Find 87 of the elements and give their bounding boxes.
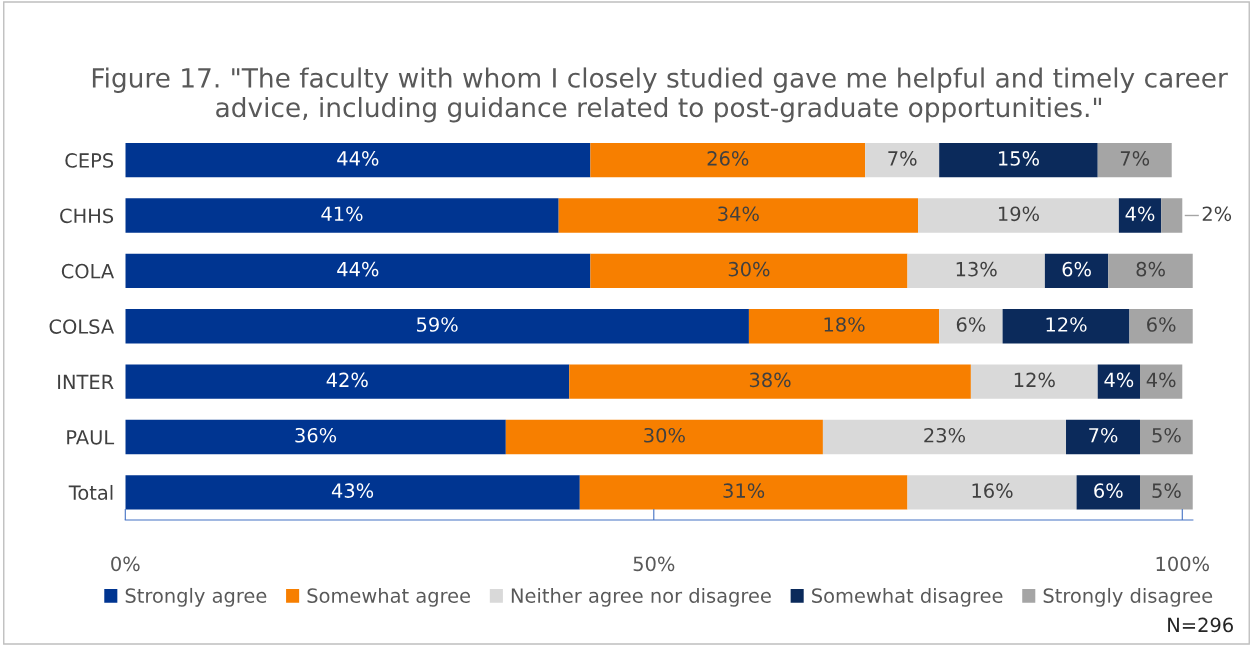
bar [907, 475, 1077, 510]
bar [569, 364, 971, 399]
bar [939, 142, 1098, 178]
bar [1129, 309, 1193, 344]
data-label: 13% [956, 261, 997, 277]
data-label: 42% [326, 372, 368, 388]
data-label: 30% [728, 261, 770, 277]
bar [939, 309, 1003, 344]
bar [1044, 253, 1109, 289]
data-label: 12% [1014, 372, 1055, 388]
data-label: 16% [972, 483, 1013, 498]
data-label: 5% [1152, 427, 1181, 443]
bar [125, 253, 591, 289]
data-label: 6% [1147, 317, 1176, 332]
data-label: 44% [337, 151, 379, 166]
bar [579, 475, 908, 510]
data-label: 36% [295, 427, 337, 443]
bar [125, 142, 591, 178]
bar [558, 198, 919, 233]
chart-title: Figure 17. "The faculty with whom I closely studied gave me helpful and timely career advice, including guidance related to post-graduate opportunities." [92, 67, 1228, 123]
data-label: 4% [1146, 372, 1176, 388]
data-label: 31% [723, 483, 765, 498]
bar [1097, 142, 1172, 178]
data-label: 41% [321, 206, 363, 222]
data-label: 4% [1104, 372, 1134, 388]
y-tick-label: Total [68, 484, 113, 501]
bar [1097, 364, 1141, 399]
y-tick-label: COLSA [49, 319, 115, 334]
bar [1140, 419, 1193, 455]
x-tick-label: 0% [111, 556, 140, 572]
data-label: 7% [888, 151, 917, 166]
bar [1161, 198, 1183, 233]
data-label: 6% [956, 317, 986, 332]
bar [918, 198, 1119, 233]
y-tick-label: CHHS [60, 208, 114, 224]
data-label: 2% [1202, 206, 1232, 222]
bar [1140, 475, 1193, 510]
bar [125, 198, 559, 233]
data-label: 59% [417, 317, 458, 332]
bar [1118, 198, 1162, 233]
data-label: 5% [1152, 483, 1181, 498]
bar [590, 253, 908, 289]
data-label: 7% [1120, 151, 1150, 166]
bar [1076, 475, 1141, 510]
y-tick-label: COLA [61, 263, 115, 279]
data-label: 26% [707, 151, 749, 166]
data-label: 4% [1125, 206, 1155, 222]
bar [1108, 253, 1193, 289]
text: N=296 [1168, 617, 1233, 633]
bar [1066, 419, 1141, 455]
bar [1140, 364, 1183, 399]
data-label: 8% [1136, 261, 1165, 277]
bar [970, 364, 1098, 399]
data-label: 18% [824, 317, 865, 332]
data-label: 6% [1062, 261, 1091, 277]
y-tick-label: PAUL [67, 430, 115, 445]
data-label: 15% [998, 151, 1039, 166]
legend-label: Strongly disagree [1043, 587, 1213, 607]
legend-label: Somewhat disagree [812, 587, 1003, 607]
y-tick-label: INTER [58, 374, 114, 389]
bar [748, 309, 940, 344]
y-tick-label: CEPS [65, 153, 114, 168]
data-label: 44% [337, 261, 379, 277]
bar [590, 142, 866, 178]
bar [822, 419, 1067, 455]
data-label: 38% [749, 372, 791, 388]
bar [865, 142, 940, 178]
data-label: 7% [1089, 427, 1118, 443]
bar [505, 419, 823, 455]
bar [907, 253, 1045, 289]
bar [125, 475, 580, 510]
data-label: 30% [644, 427, 685, 443]
bar [125, 419, 506, 455]
data-label: 12% [1046, 317, 1087, 332]
data-label: 34% [718, 206, 759, 222]
bar [125, 309, 749, 344]
legend-label: Somewhat agree [307, 587, 471, 607]
bar [1002, 309, 1130, 344]
x-tick-label: 50% [633, 556, 675, 572]
legend-label: Neither agree nor disagree [511, 587, 771, 607]
bar [125, 364, 570, 399]
data-label: 19% [998, 206, 1039, 222]
data-label: 6% [1094, 483, 1123, 498]
data-label: 43% [331, 483, 374, 498]
x-tick-label: 100% [1156, 556, 1210, 572]
data-label: 23% [924, 427, 965, 443]
legend-label: Strongly agree [125, 587, 267, 607]
